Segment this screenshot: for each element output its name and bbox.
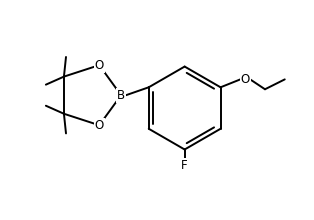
Text: O: O	[241, 73, 250, 86]
Text: B: B	[117, 89, 125, 102]
Text: F: F	[181, 159, 188, 172]
Text: O: O	[95, 119, 104, 132]
Text: O: O	[95, 59, 104, 72]
